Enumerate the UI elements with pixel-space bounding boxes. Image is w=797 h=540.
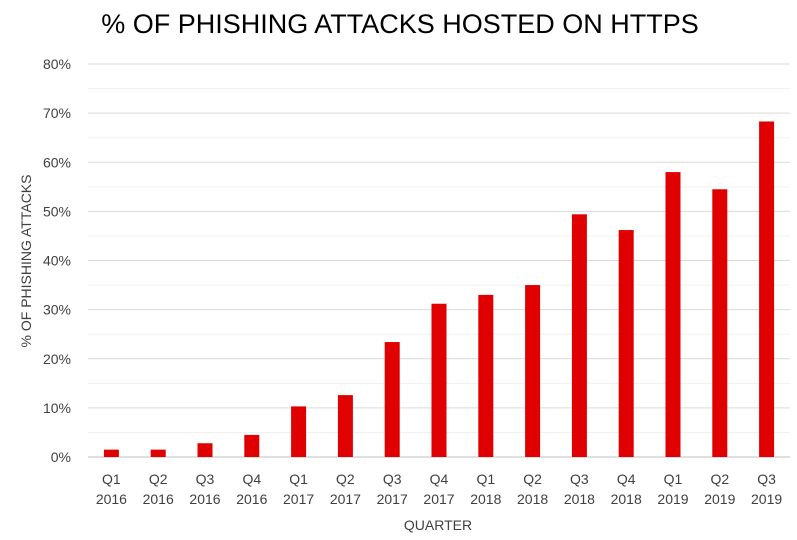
x-tick-label-year: 2017 (423, 491, 454, 507)
y-tick-label: 50% (43, 203, 71, 219)
x-tick-label-quarter: Q1 (102, 471, 121, 487)
bar (103, 449, 119, 457)
bar (618, 230, 634, 457)
x-tick-label-year: 2017 (377, 491, 408, 507)
x-tick-label-quarter: Q3 (196, 471, 215, 487)
x-tick-label-year: 2018 (470, 491, 501, 507)
bar (244, 434, 260, 457)
bar (197, 443, 213, 457)
y-tick-label: 80% (43, 56, 71, 72)
x-tick-label-year: 2017 (283, 491, 314, 507)
x-tick-label-quarter: Q1 (476, 471, 495, 487)
x-tick-label-quarter: Q3 (757, 471, 776, 487)
bar (759, 121, 775, 457)
x-tick-label-quarter: Q4 (617, 471, 636, 487)
y-tick-label: 0% (51, 449, 71, 465)
chart-title: % OF PHISHING ATTACKS HOSTED ON HTTPS (101, 9, 699, 39)
bar (525, 285, 541, 457)
bars (103, 121, 775, 458)
bar (431, 303, 447, 457)
x-tick-label-year: 2017 (330, 491, 361, 507)
x-tick-label-year: 2019 (657, 491, 688, 507)
y-tick-label: 30% (43, 302, 71, 318)
bar (150, 449, 166, 457)
bar (665, 172, 681, 457)
x-tick-label-year: 2019 (704, 491, 735, 507)
x-tick-label-quarter: Q2 (523, 471, 542, 487)
bar (291, 406, 307, 457)
x-tick-label-year: 2016 (236, 491, 267, 507)
x-tick-label-year: 2018 (564, 491, 595, 507)
y-tick-label: 40% (43, 253, 71, 269)
x-axis-tick-labels: Q1 2016 Q2 2016 Q3 2016 Q4 2016 Q1 2017 Q2 2017 Q3 20… (96, 471, 783, 507)
x-tick-label-quarter: Q4 (242, 471, 261, 487)
bar (712, 189, 728, 458)
bar (337, 395, 353, 457)
y-tick-label: 20% (43, 351, 71, 367)
x-tick-label-quarter: Q3 (570, 471, 589, 487)
x-tick-label-year: 2018 (517, 491, 548, 507)
x-tick-label-quarter: Q3 (383, 471, 402, 487)
y-axis-title: % OF PHISHING ATTACKS (18, 175, 34, 348)
x-tick-label-quarter: Q4 (430, 471, 449, 487)
y-tick-label: 60% (43, 154, 71, 170)
bar (571, 214, 587, 457)
x-axis-title: QUARTER (404, 517, 472, 533)
x-tick-label-quarter: Q1 (664, 471, 683, 487)
y-tick-label: 70% (43, 105, 71, 121)
x-tick-label-year: 2018 (611, 491, 642, 507)
x-tick-label-quarter: Q2 (149, 471, 168, 487)
x-tick-label-quarter: Q1 (289, 471, 308, 487)
x-tick-label-year: 2016 (189, 491, 220, 507)
x-tick-label-year: 2016 (96, 491, 127, 507)
y-tick-label: 10% (43, 400, 71, 416)
x-tick-label-quarter: Q2 (710, 471, 729, 487)
x-tick-label-quarter: Q2 (336, 471, 355, 487)
bar (478, 294, 494, 457)
y-axis-tick-labels: 0% 10% 20% 30% 40% 50% 60% 70% 80% (43, 56, 71, 465)
x-tick-label-year: 2019 (751, 491, 782, 507)
bar (384, 342, 400, 457)
x-tick-label-year: 2016 (143, 491, 174, 507)
